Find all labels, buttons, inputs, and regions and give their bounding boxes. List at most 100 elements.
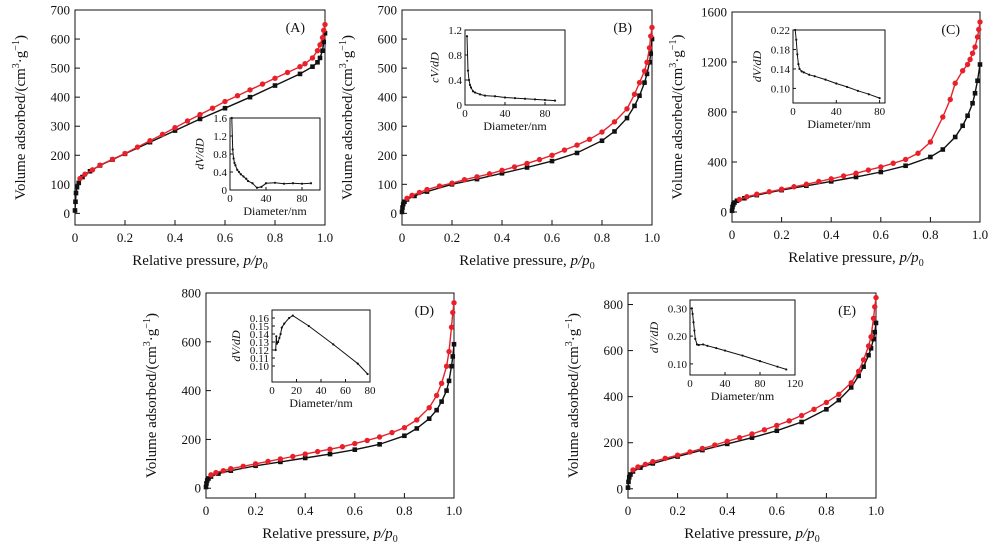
panel-b-inset-point (471, 90, 475, 93)
panel-d-inset-xtick-label: 80 (365, 385, 377, 397)
panel-e-desorption-point (811, 406, 817, 413)
panel-b-ytick-label: 200 (378, 148, 398, 163)
panel-b-adsorption-point (402, 199, 407, 205)
panel-c-plot-frame (731, 11, 981, 223)
panel-d-inset-point (307, 324, 310, 328)
panel-a-ytick-label: 200 (51, 148, 71, 163)
panel-d-inset-ytick-label: 0.12 (250, 345, 269, 357)
panel-d-inset-x-label: Diameter/nm (289, 396, 353, 410)
panel-a-adsorption-point (321, 39, 327, 45)
panel-b-desorption-point (499, 167, 505, 174)
panel-e-desorption-point (868, 334, 874, 340)
panel-e-inset-point (693, 329, 696, 332)
panel-c-adsorption-point (729, 208, 735, 214)
panel-b-desorption-point (461, 176, 468, 183)
y-label-end: ) (566, 313, 582, 318)
panel-a-adsorption-point (222, 105, 228, 111)
y-label-end: ) (13, 35, 29, 40)
panel-c-desorption-point (977, 19, 983, 25)
panel-e-ytick-label: 600 (604, 343, 624, 358)
y-label-main: Volume adsorbed/(cm (144, 346, 160, 478)
panel-e-desorption-point (855, 368, 862, 375)
panel-e-xtick-label: 0.8 (818, 503, 834, 518)
panel-c-inset-point (867, 93, 870, 96)
panel-a-inset-point (300, 182, 304, 185)
panel-b-desorption-point (449, 180, 455, 186)
panel-d-inset-xtick-label: 20 (291, 385, 303, 397)
panel-d-desorption-point (443, 363, 450, 369)
panel-a-adsorption-point (172, 128, 178, 133)
panel-b-xtick-label: 0.4 (494, 230, 511, 245)
panel-d-xtick-label: 0.6 (347, 503, 364, 518)
panel-e-desorption-point (712, 442, 718, 448)
panel-d-adsorption-point (450, 354, 456, 359)
panel-e-label: (E) (838, 304, 856, 319)
panel-a-inset-point (246, 179, 250, 183)
panel-d-adsorption-point (434, 407, 439, 413)
panel-d-desorption-point (265, 458, 271, 465)
panel-c-adsorption-point (853, 174, 859, 180)
panel-e-xtick-label: 0.6 (769, 503, 786, 518)
panel-d-inset-ytick-label: 0.15 (250, 321, 270, 333)
panel-e-desorption-point (823, 399, 830, 406)
panel-c-adsorption-point (977, 62, 983, 67)
panel-e-desorption-point (687, 449, 693, 455)
panel-c-desorption-point (902, 156, 909, 163)
panel-e-desorption-point (662, 455, 668, 462)
panel-d-inset-ytick-label: 0.13 (250, 337, 270, 349)
panel-a-desorption-point (197, 111, 203, 118)
panel-c-adsorption-point (730, 204, 735, 210)
panel-a-ytick-label: 500 (51, 61, 71, 76)
panel-e-ytick-label: 800 (604, 297, 624, 312)
panel-e-inset-xtick-label: 120 (787, 378, 804, 390)
panel-d-inset-point (275, 335, 278, 338)
panel-b-inset-point (466, 69, 470, 72)
panel-c-desorption-point (840, 173, 847, 179)
panel-e-inset-point (785, 368, 788, 371)
panel-b-inset-xtick-label: 80 (540, 108, 552, 120)
panel-b-desorption-point (409, 192, 415, 199)
panel-a-adsorption-point (73, 199, 78, 205)
y-label-end: ) (340, 35, 356, 40)
panel-d-xtick-label: 0.2 (247, 503, 263, 518)
panel-c-adsorption-point (960, 123, 965, 129)
panel-e-adsorption-point (626, 474, 632, 480)
panel-b-xtick-label: 1.0 (644, 230, 660, 245)
panel-e-inset-xtick-label: 0 (687, 378, 693, 390)
panel-c-desorption-point (828, 176, 834, 182)
panel-b-inset-y-label: cV/dD (428, 52, 442, 83)
panel-e-desorption-point (873, 294, 879, 301)
panel-a-desorption-point (317, 42, 323, 48)
panel-a-xtick-label: 0.6 (217, 230, 234, 245)
panel-d-inset-xtick-label: 40 (316, 385, 328, 397)
panel-b-ytick-label: 100 (378, 177, 398, 192)
y-label-end: ) (670, 35, 686, 40)
panel-d-desorption-point (252, 461, 259, 467)
panel-b-inset-xtick-label: 0 (462, 108, 468, 120)
panel-a-xtick-label: 0 (72, 230, 79, 245)
panel-a-adsorption-point (247, 94, 253, 100)
panel-b-inset: 0 40 80 0 0.4 0.8 1.2 Diameter/nm cV/dD (428, 25, 566, 133)
panel-c-inset-point (813, 75, 816, 78)
panel-e-adsorption-point (774, 428, 780, 434)
panel-a-desorption-point (82, 171, 88, 177)
panel-c-inset-ytick-label: 0.14 (771, 64, 791, 76)
panel-d-desorption-point (228, 466, 234, 472)
panel-b-inset-point (553, 99, 557, 102)
panel-c-xtick-label: 0.2 (773, 227, 789, 242)
panel-b-ytick-label: 400 (378, 90, 398, 105)
panel-b-adsorption-point (524, 165, 530, 170)
panel-c-inset-point (802, 71, 805, 74)
panel-a-desorption-point (89, 167, 96, 173)
panel-a-inset-point (234, 164, 237, 167)
panel-e-inset-point (741, 354, 744, 357)
panel-a-desorption-point (184, 118, 191, 124)
panel-b-inset-xtick-label: 40 (500, 108, 512, 120)
panel-a-inset-point (260, 185, 263, 188)
panel-c-desorption-point (803, 181, 810, 187)
panel-a-desorption-point (109, 156, 116, 163)
panel-a-desorption-point (272, 75, 278, 81)
panel-e-adsorption-point (799, 419, 804, 425)
panel-d-x-axis-label: Relative pressure, p/p0 (262, 526, 397, 545)
y-label-sup2: −1 (338, 40, 349, 51)
